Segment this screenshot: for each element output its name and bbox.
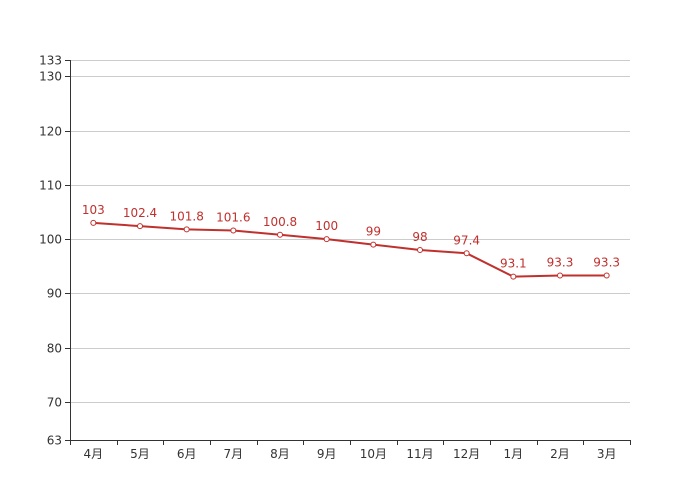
x-tick-label: 6月 (177, 447, 197, 461)
data-point (137, 223, 143, 230)
y-tick-label: 130 (39, 70, 62, 84)
x-tick-label: 4月 (84, 447, 104, 461)
y-tick-label: 90 (47, 287, 62, 301)
x-tick-label: 11月 (406, 447, 433, 461)
data-point (463, 250, 470, 257)
x-tick-label: 10月 (360, 447, 387, 461)
series-line (93, 221, 607, 278)
data-point (603, 272, 610, 279)
data-label: 93.3 (547, 256, 574, 270)
axis-layer: 63 70 80 90 100 110 120 130 133 4月 5月 6月 7月 8月 9月 10月 11… (39, 54, 631, 461)
data-label: 100 (315, 219, 338, 233)
data-point (230, 227, 237, 234)
data-point (183, 226, 190, 233)
data-label: 103 (82, 203, 105, 217)
data-label: 101.8 (169, 209, 203, 223)
x-tick-label: 5月 (130, 447, 150, 461)
data-point (510, 273, 517, 280)
data-label: 101.6 (216, 210, 250, 224)
data-label: 102.4 (123, 206, 157, 220)
y-tick-label: 120 (39, 125, 62, 139)
x-tick-label: 8月 (270, 447, 290, 461)
y-tick-label: 63 (47, 434, 62, 448)
data-point (557, 272, 563, 279)
series-layer (90, 219, 610, 280)
data-point (277, 231, 283, 238)
data-label: 98 (412, 230, 427, 244)
y-tick-label: 70 (47, 396, 62, 410)
data-label: 93.1 (500, 257, 527, 271)
data-label: 93.3 (593, 256, 620, 270)
y-tick-label: 100 (39, 233, 62, 247)
y-tick-label: 80 (47, 342, 62, 356)
data-label: 99 (366, 225, 381, 239)
x-tick-label: 2月 (550, 447, 570, 461)
x-tick-label: 3月 (597, 447, 617, 461)
data-label: 97.4 (453, 233, 480, 247)
data-point (90, 219, 97, 226)
x-tick-label: 7月 (224, 447, 244, 461)
y-tick-label: 133 (39, 54, 62, 68)
x-tick-label: 1月 (504, 447, 524, 461)
data-point (323, 236, 330, 243)
y-tick-label: 110 (39, 179, 62, 193)
label-layer: 103 102.4 101.8 101.6 100.8 100 99 98 97.4 93.1 93… (82, 203, 620, 271)
data-point (370, 241, 377, 248)
data-point (417, 247, 423, 253)
grid-layer (70, 60, 630, 403)
x-tick-label: 9月 (317, 447, 337, 461)
x-tick-label: 12月 (453, 447, 480, 461)
data-label: 100.8 (263, 215, 297, 229)
